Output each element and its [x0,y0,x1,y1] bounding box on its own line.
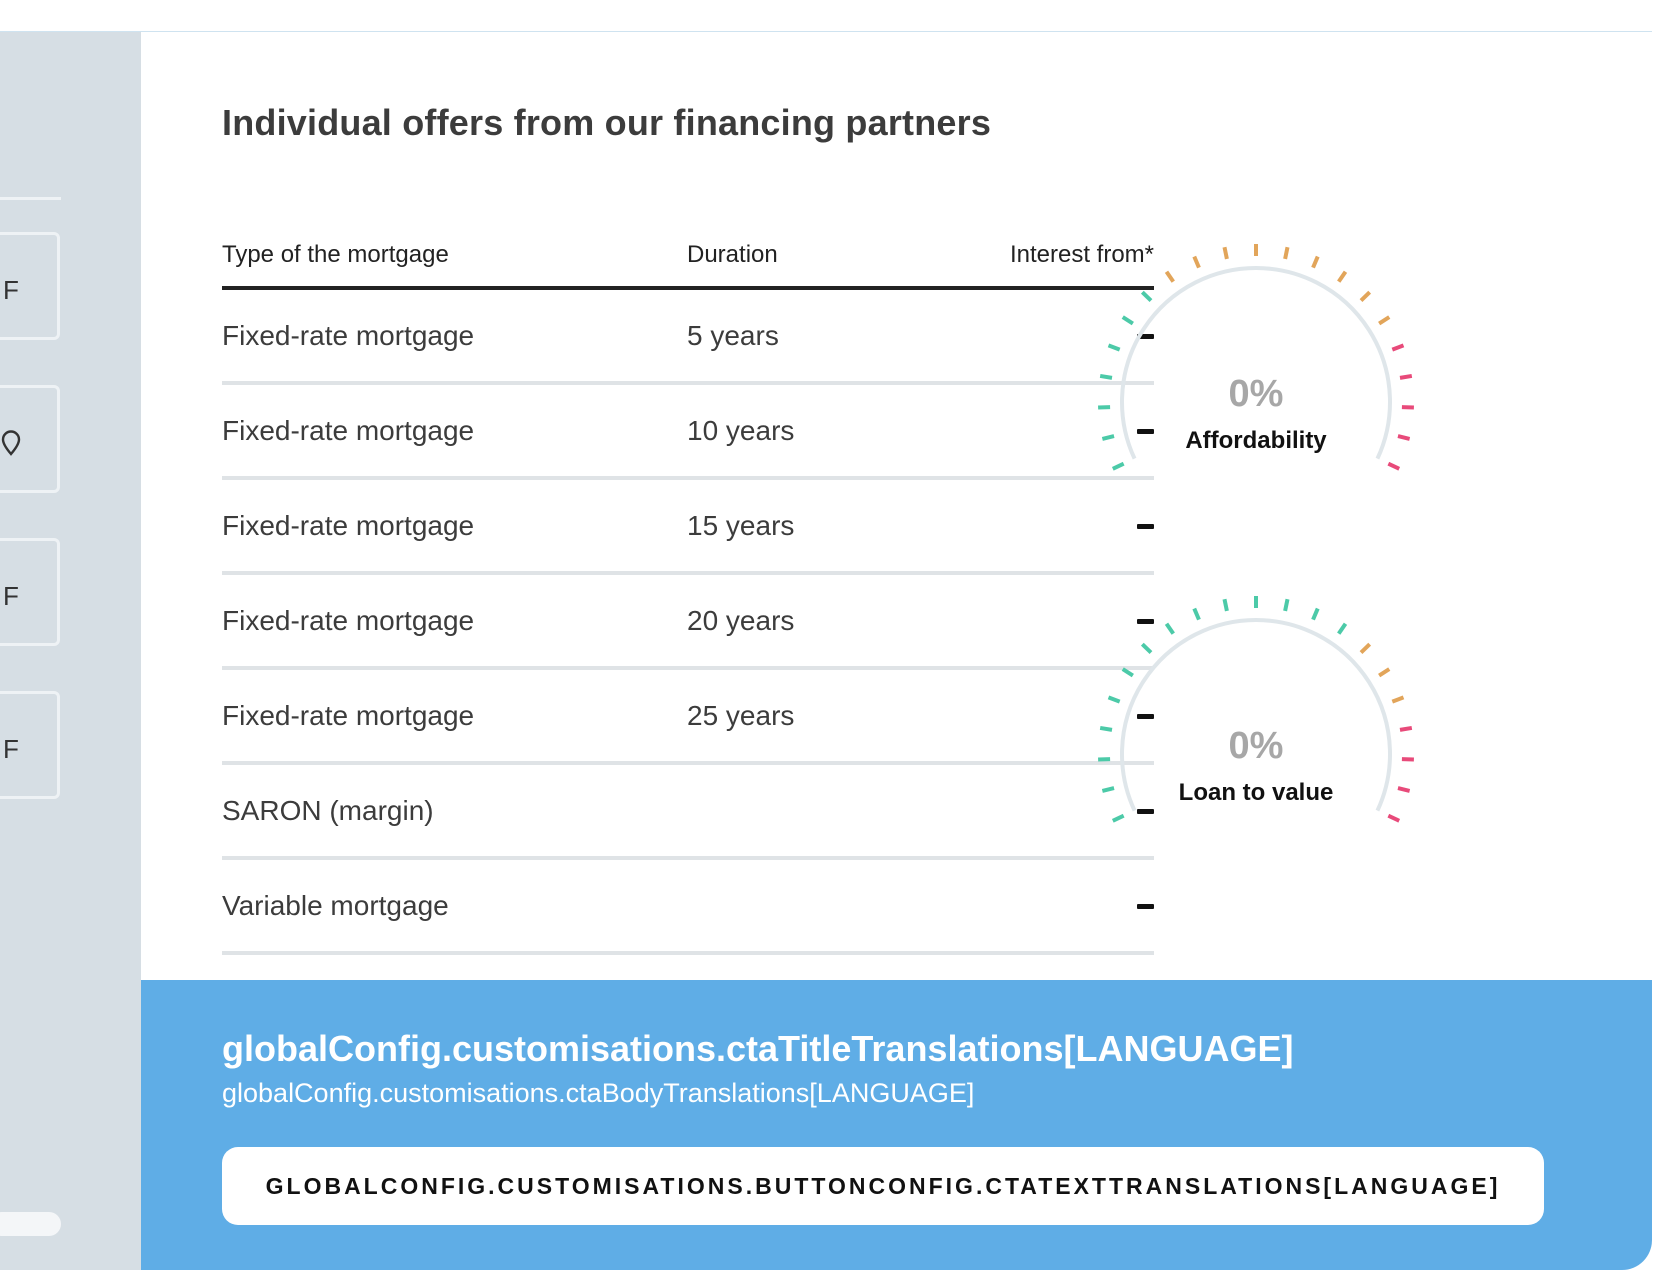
interest-empty-dash [1137,619,1154,624]
interest-empty-dash [1137,904,1154,909]
offers-title: Individual offers from our financing par… [222,102,992,143]
interest-empty-dash [1137,714,1154,719]
top-bar [0,0,1652,32]
window-edge [1652,0,1658,1270]
gauge-tick [1397,434,1411,441]
table-row: Fixed-rate mortgage 5 years [222,290,1154,385]
loan-to-value-gauge: 0% Loan to value [1080,582,1480,882]
mortgage-duration: 25 years [687,700,795,731]
column-header-interest: Interest from* [1009,241,1154,268]
gauge-tick [1311,607,1320,621]
location-pin-icon [1,430,21,461]
interest-empty-dash [1137,524,1154,529]
gauge-tick [1359,642,1372,655]
gauge-tick [1378,667,1391,678]
table-row: Fixed-rate mortgage 15 years [222,480,1154,575]
cta-title: globalConfig.customisations.ctaTitleTran… [222,1028,1294,1069]
sidebar-card-label: F [3,275,19,305]
gauge-tick [1164,622,1175,635]
offers-panel: Individual offers from our financing par… [141,32,1652,982]
mortgage-type: Fixed-rate mortgage [222,320,475,351]
interest-empty-dash [1137,429,1154,434]
gauge-tick [1164,270,1175,283]
mortgage-type: Fixed-rate mortgage [222,605,475,636]
gauge-tick [1391,695,1405,704]
gauge-tick [1399,725,1413,732]
gauge-tick [1107,695,1121,704]
gauge-tick [1283,246,1290,260]
sidebar-card[interactable] [0,385,60,493]
gauge-tick [1387,461,1401,471]
mortgage-type: Variable mortgage [222,890,449,921]
loan-to-value-label: Loan to value [1178,779,1334,806]
gauge-tick [1378,315,1391,326]
gauge-tick [1140,642,1153,655]
sidebar-card[interactable]: F [0,538,60,646]
sidebar-card-label: F [3,734,19,764]
affordability-gauge-dial [1098,244,1414,471]
loan-to-value-value: 0% [1228,725,1284,767]
sidebar-pill[interactable] [0,1212,61,1236]
mortgage-type: SARON (margin) [222,795,434,826]
gauge-tick [1337,270,1348,283]
gauge-tick [1111,461,1125,471]
mortgage-duration: 20 years [687,605,795,636]
table-row: Fixed-rate mortgage 10 years [222,385,1154,480]
gauge-tick [1192,255,1201,269]
column-header-type: Type of the mortgage [222,241,449,268]
gauge-tick [1121,315,1134,326]
gauge-tick [1397,786,1411,793]
sidebar-card[interactable]: F [0,691,60,799]
gauge-arc [1120,266,1392,460]
gauge-arc [1120,618,1392,812]
gauge-tick [1101,786,1115,793]
table-header: Type of the mortgage Duration Interest f… [222,210,1154,290]
gauge-tick [1111,813,1125,823]
mortgage-duration: 10 years [687,415,795,446]
sidebar: F F F [0,32,141,1270]
gauge-tick [1222,598,1229,612]
interest-empty-dash [1137,809,1154,814]
mortgage-duration: 5 years [687,320,779,351]
offers-table: Type of the mortgage Duration Interest f… [222,210,1154,955]
gauge-tick [1311,255,1320,269]
mortgage-type: Fixed-rate mortgage [222,700,475,731]
gauge-tick [1099,725,1113,732]
gauge-tick [1359,290,1372,303]
cta-banner: globalConfig.customisations.ctaTitleTran… [141,980,1652,1270]
gauge-tick [1192,607,1201,621]
cta-button[interactable]: GLOBALCONFIG.CUSTOMISATIONS.BUTTONCONFIG… [222,1147,1544,1225]
sidebar-card[interactable]: F [0,232,60,340]
gauge-tick [1140,290,1153,303]
table-row: Fixed-rate mortgage 25 years [222,670,1154,765]
cta-body: globalConfig.customisations.ctaBodyTrans… [222,1078,975,1108]
mortgage-type: Fixed-rate mortgage [222,510,475,541]
gauge-tick [1387,813,1401,823]
interest-empty-dash [1137,334,1154,339]
gauge-tick [1391,343,1405,352]
gauge-tick [1121,667,1134,678]
sidebar-divider [0,197,61,200]
gauge-tick [1399,373,1413,380]
gauge-tick [1101,434,1115,441]
gauge-tick [1283,598,1290,612]
affordability-gauge: 0% Affordability [1080,230,1480,530]
table-row: Fixed-rate mortgage 20 years [222,575,1154,670]
sidebar-card-label: F [3,581,19,611]
gauge-tick [1337,622,1348,635]
column-header-duration: Duration [687,241,778,268]
mortgage-type: Fixed-rate mortgage [222,415,475,446]
table-row: SARON (margin) [222,765,1154,860]
gauge-tick [1222,246,1229,260]
loan-to-value-gauge-dial [1098,596,1414,823]
affordability-value: 0% [1228,373,1284,415]
mortgage-duration: 15 years [687,510,795,541]
affordability-label: Affordability [1185,427,1327,454]
table-row: Variable mortgage [222,860,1154,955]
gauge-tick [1099,373,1113,380]
gauge-tick [1107,343,1121,352]
